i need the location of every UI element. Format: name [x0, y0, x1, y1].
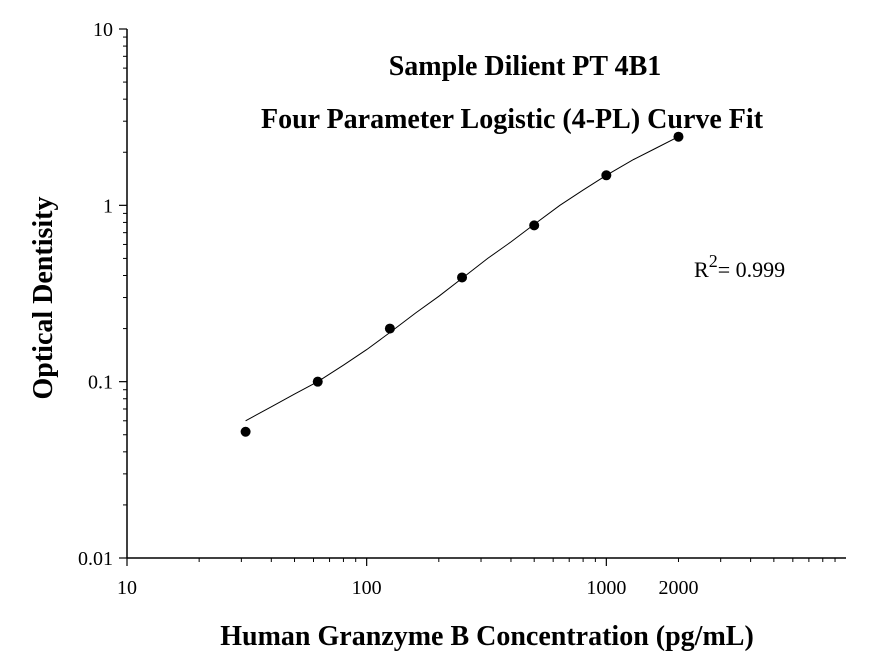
- y-axis-label: Optical Dentisity: [28, 197, 59, 400]
- x-tick-label: 2000: [658, 577, 698, 599]
- x-tick-label: 1000: [586, 577, 626, 599]
- r-squared-value: = 0.999: [718, 257, 785, 282]
- chart-title-group: Sample Dilient PT 4B1 Four Parameter Log…: [261, 51, 764, 135]
- x-tick-label: 10: [117, 577, 137, 599]
- data-point: [601, 170, 612, 181]
- y-tick-label: 0.1: [88, 372, 113, 394]
- data-point: [384, 323, 395, 334]
- y-tick-label: 10: [93, 19, 113, 41]
- y-tick-label: 0.01: [78, 548, 113, 570]
- y-tick-label: 1: [103, 195, 113, 217]
- data-point: [457, 272, 468, 283]
- x-axis-label: Human Granzyme B Concentration (pg/mL): [220, 621, 754, 652]
- data-point: [673, 131, 684, 142]
- axes: [126, 29, 846, 559]
- chart-title: Sample Dilient PT 4B1: [389, 51, 662, 82]
- chart-subtitle: Four Parameter Logistic (4-PL) Curve Fit: [261, 104, 764, 135]
- r-squared-symbol: R: [694, 257, 709, 282]
- r-squared-superscript: 2: [709, 251, 718, 271]
- plot-area: [240, 131, 684, 437]
- ticks: [119, 28, 836, 566]
- data-point: [529, 220, 540, 231]
- data-point: [312, 376, 323, 387]
- r-squared-annotation: R2= 0.999: [694, 251, 785, 282]
- data-point: [240, 426, 251, 437]
- x-tick-label: 100: [352, 577, 382, 599]
- tick-labels: 0.01 0.1 1 10 10 100 1000 2000: [78, 19, 698, 599]
